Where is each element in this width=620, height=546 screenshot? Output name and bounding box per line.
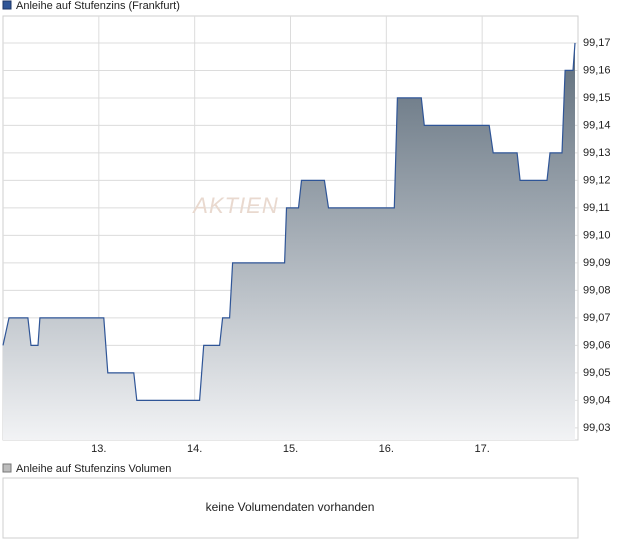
legend-swatch bbox=[2, 0, 12, 10]
y-tick-label: 99,16 bbox=[583, 64, 611, 76]
y-tick-label: 99,11 bbox=[583, 202, 610, 214]
y-tick-label: 99,10 bbox=[583, 229, 611, 241]
y-tick-label: 99,17 bbox=[583, 37, 611, 49]
y-tick-label: 99,12 bbox=[583, 174, 611, 186]
y-tick-label: 99,05 bbox=[583, 367, 611, 379]
y-tick-label: 99,06 bbox=[583, 339, 611, 351]
y-tick-label: 99,15 bbox=[583, 92, 611, 104]
x-tick-label: 13. bbox=[91, 443, 106, 455]
volume-panel bbox=[2, 477, 579, 539]
x-tick-label: 17. bbox=[475, 443, 490, 455]
y-tick-label: 99,03 bbox=[583, 422, 611, 434]
legend-swatch bbox=[2, 463, 12, 473]
volume-title: Anleihe auf Stufenzins Volumen bbox=[16, 463, 171, 475]
x-tick-label: 15. bbox=[283, 443, 298, 455]
area bbox=[3, 42, 575, 441]
y-tick-label: 99,04 bbox=[583, 394, 611, 406]
line bbox=[2, 42, 576, 401]
x-tick-label: 16. bbox=[379, 443, 394, 455]
x-tick-label: 14. bbox=[187, 443, 202, 455]
y-tick-label: 99,09 bbox=[583, 257, 611, 269]
y-tick-label: 99,08 bbox=[583, 284, 611, 296]
y-tick-label: 99,07 bbox=[583, 312, 611, 324]
watermark: AKTIEN bbox=[191, 193, 278, 218]
y-tick-label: 99,13 bbox=[583, 147, 611, 159]
chart-title: Anleihe auf Stufenzins (Frankfurt) bbox=[16, 0, 180, 12]
volume-message: keine Volumendaten vorhanden bbox=[206, 500, 375, 514]
y-tick-label: 99,14 bbox=[583, 119, 611, 131]
plot: 99,03 99,04 99,05 99,06 99,07 99,08 99,09 99,10… bbox=[2, 16, 611, 455]
